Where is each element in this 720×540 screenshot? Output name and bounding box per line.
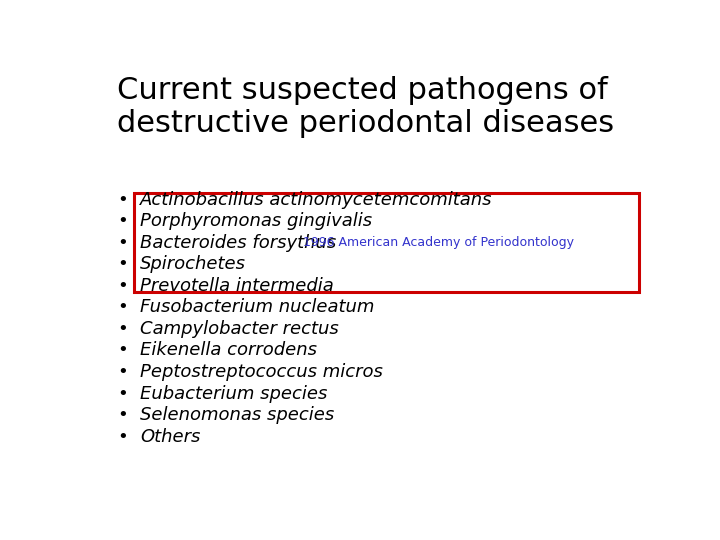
Text: •: •	[117, 406, 128, 424]
Text: •: •	[117, 234, 128, 252]
Text: •: •	[117, 212, 128, 230]
Text: Peptostreptococcus micros: Peptostreptococcus micros	[140, 363, 383, 381]
Text: •: •	[117, 320, 128, 338]
Text: Prevotella intermedia: Prevotella intermedia	[140, 277, 334, 295]
Text: Porphyromonas gingivalis: Porphyromonas gingivalis	[140, 212, 372, 230]
Text: •: •	[117, 428, 128, 445]
Text: •: •	[117, 341, 128, 360]
Text: Fusobacterium nucleatum: Fusobacterium nucleatum	[140, 298, 374, 316]
Text: •: •	[117, 255, 128, 273]
Text: •: •	[117, 191, 128, 208]
Text: 1996 American Academy of Periodontology: 1996 American Academy of Periodontology	[303, 236, 574, 249]
Text: Campylobacter rectus: Campylobacter rectus	[140, 320, 339, 338]
Text: Selenomonas species: Selenomonas species	[140, 406, 335, 424]
Text: Spirochetes: Spirochetes	[140, 255, 246, 273]
Text: Current suspected pathogens of
destructive periodontal diseases: Current suspected pathogens of destructi…	[117, 76, 614, 138]
Text: •: •	[117, 277, 128, 295]
Text: Eikenella corrodens: Eikenella corrodens	[140, 341, 318, 360]
Text: Others: Others	[140, 428, 201, 445]
Text: Eubacterium species: Eubacterium species	[140, 384, 328, 403]
Text: •: •	[117, 384, 128, 403]
Text: Bacteroides forsythus: Bacteroides forsythus	[140, 234, 337, 252]
Text: •: •	[117, 363, 128, 381]
Text: Actinobacillus actinomycetemcomitans: Actinobacillus actinomycetemcomitans	[140, 191, 493, 208]
Text: •: •	[117, 298, 128, 316]
